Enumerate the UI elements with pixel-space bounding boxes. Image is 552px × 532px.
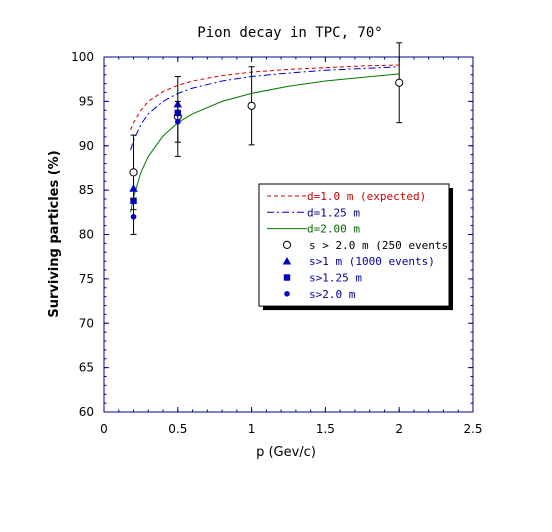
y-tick-label: 65 bbox=[79, 361, 94, 375]
legend-marker bbox=[282, 257, 292, 265]
data-point bbox=[247, 101, 256, 110]
y-tick-label: 80 bbox=[79, 228, 94, 242]
data-point bbox=[129, 168, 138, 177]
x-axis-label: p (Gev/c) bbox=[256, 445, 316, 460]
legend-label: d=2.00 m bbox=[307, 223, 360, 236]
legend-label: s>1.25 m bbox=[309, 272, 362, 285]
legend-label: s>1 m (1000 events) bbox=[309, 255, 435, 268]
series-line-2 bbox=[130, 73, 400, 213]
data-point bbox=[130, 213, 137, 220]
x-tick-label: 0 bbox=[100, 422, 108, 436]
y-tick-label: 70 bbox=[79, 316, 94, 330]
y-tick-label: 85 bbox=[79, 183, 94, 197]
legend-marker bbox=[284, 291, 290, 297]
x-tick-label: 1 bbox=[248, 422, 256, 436]
data-point bbox=[129, 184, 138, 192]
legend-marker bbox=[283, 274, 291, 281]
series-line-1 bbox=[130, 66, 400, 151]
y-tick-label: 60 bbox=[79, 405, 94, 419]
chart-title: Pion decay in TPC, 70° bbox=[197, 25, 382, 41]
legend-label: d=1.25 m bbox=[307, 206, 360, 219]
data-point bbox=[175, 118, 181, 125]
legend-marker bbox=[282, 240, 292, 249]
x-tick-label: 0.5 bbox=[168, 422, 187, 436]
y-axis-label: Surviving particles (%) bbox=[47, 150, 62, 317]
x-tick-label: 1.5 bbox=[316, 422, 335, 436]
y-tick-label: 75 bbox=[79, 272, 94, 286]
legend-label: d=1.0 m (expected) bbox=[307, 190, 426, 203]
series-line-0 bbox=[130, 64, 400, 130]
data-point bbox=[395, 78, 404, 87]
y-tick-label: 100 bbox=[71, 50, 94, 64]
x-tick-label: 2 bbox=[395, 422, 403, 436]
y-tick-label: 90 bbox=[79, 139, 94, 153]
y-tick-label: 95 bbox=[79, 94, 94, 108]
legend-label: s>2.0 m bbox=[309, 288, 356, 301]
legend-label: s > 2.0 m (250 events) bbox=[309, 239, 455, 252]
x-tick-label: 2.5 bbox=[463, 422, 482, 436]
